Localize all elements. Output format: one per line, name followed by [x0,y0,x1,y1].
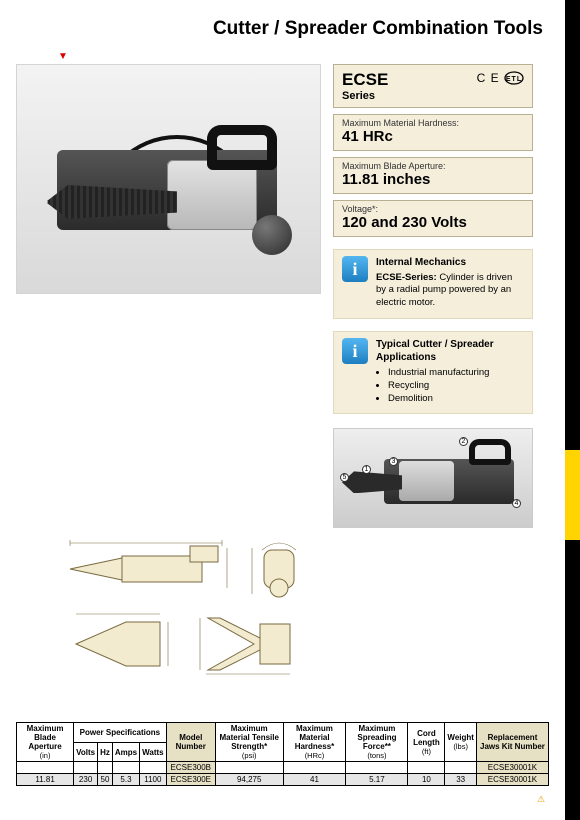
cell-repl: ECSE30001K [476,762,548,774]
spec-hardness: Maximum Material Hardness: 41 HRc [333,114,533,151]
mini-jaw [342,471,402,493]
cell: 1100 [140,774,166,786]
cell: 11.81 [17,774,74,786]
diagram-top-open [194,610,304,678]
side-tab [565,450,580,540]
cell: 5.17 [346,774,408,786]
cell [140,762,166,774]
info-title: Typical Cutter / Spreader Applications [376,338,524,365]
list-item: Industrial manufacturing [388,367,524,380]
spec-table-wrap: Maximum Blade Aperture(in) Power Specifi… [16,722,549,806]
upper-row: ECSE Series C E ETL Maximum Material Har… [16,64,549,528]
cell [346,762,408,774]
callout-photo: 2 3 5 1 4 [333,428,533,528]
spec-voltage: Voltage*: 120 and 230 Volts [333,200,533,237]
th-amps: Amps [112,742,139,762]
th-power: Power Specifications [74,723,166,743]
cell: 94,275 [215,774,283,786]
table-head: Maximum Blade Aperture(in) Power Specifi… [17,723,549,762]
spec-label: Voltage*: [342,204,524,214]
th-spread: Maximum Spreading Force**(tons) [346,723,408,762]
spec-label: Maximum Material Hardness: [342,118,524,128]
cell: 50 [98,774,113,786]
mini-handle [469,439,511,465]
info-body: Internal Mechanics ECSE-Series: Cylinder… [376,256,524,310]
info-title: Internal Mechanics [376,256,524,270]
red-marker-icon: ▼ [58,51,68,62]
diagram-top-closed [68,610,178,678]
callout-4: 4 [512,499,521,508]
cell: 33 [445,774,477,786]
info-body: Typical Cutter / Spreader Applications I… [376,338,524,405]
table-body: ECSE300B ECSE30001K 11.81 230 50 5.3 110… [17,762,549,786]
diagram-side [62,538,232,600]
spec-value: 11.81 inches [342,171,524,188]
spec-value: 41 HRc [342,128,524,145]
mini-mid [399,461,454,501]
callout-2: 2 [459,437,468,446]
spec-table: Maximum Blade Aperture(in) Power Specifi… [16,722,549,786]
info-list: Industrial manufacturing Recycling Demol… [376,367,524,405]
cell: 5.3 [112,774,139,786]
warning-icon: ⚠ [537,794,549,806]
cell-model: ECSE300E [166,774,215,786]
cell [445,762,477,774]
page-title: Cutter / Spreader Combination Tools [16,18,549,40]
tool-handle [207,125,277,170]
tool-knob [252,215,292,255]
th-weight: Weight(lbs) [445,723,477,762]
info-text: ECSE-Series: Cylinder is driven by a rad… [376,272,524,310]
cert-icons: C E ETL [477,71,524,85]
cell-repl: ECSE30001K [476,774,548,786]
spec-aperture: Maximum Blade Aperture: 11.81 inches [333,157,533,194]
cell [215,762,283,774]
list-item: Recycling [388,380,524,393]
etl-icon: ETL [504,71,524,85]
th-volts: Volts [74,742,98,762]
th-watts: Watts [140,742,166,762]
th-repl: Replacement Jaws Kit Number [476,723,548,762]
cell: 10 [408,774,445,786]
info-icon: i [342,338,368,364]
spec-value: 120 and 230 Volts [342,214,524,231]
tool-mid [167,160,257,230]
info-icon: i [342,256,368,282]
svg-text:ETL: ETL [506,76,522,83]
cell [112,762,139,774]
th-hz: Hz [98,742,113,762]
diagram-front [248,538,310,600]
th-model: Model Number [166,723,215,762]
ce-mark: C E [477,71,500,85]
cell-model: ECSE300B [166,762,215,774]
series-box: ECSE Series C E ETL [333,64,533,108]
th-aperture: Maximum Blade Aperture(in) [17,723,74,762]
cell: 41 [283,774,346,786]
list-item: Demolition [388,393,524,406]
right-column: ECSE Series C E ETL Maximum Material Har… [333,64,533,528]
spec-label: Maximum Blade Aperture: [342,161,524,171]
table-row: 11.81 230 50 5.3 1100 ECSE300E 94,275 41… [17,774,549,786]
diagrams [46,538,326,678]
cell: 230 [74,774,98,786]
th-cord: Cord Length(ft) [408,723,445,762]
page: Cutter / Spreader Combination Tools ▼ EC… [0,0,565,820]
table-row: ECSE300B ECSE30001K [17,762,549,774]
cell [283,762,346,774]
cell [74,762,98,774]
cell [408,762,445,774]
info-mechanics: i Internal Mechanics ECSE-Series: Cylind… [333,249,533,319]
th-tensile: Maximum Material Tensile Strength*(psi) [215,723,283,762]
cell [98,762,113,774]
info-applications: i Typical Cutter / Spreader Applications… [333,331,533,414]
product-photo [16,64,321,294]
series-sub: Series [342,90,524,102]
info-bold: ECSE-Series: [376,272,437,283]
th-hardness: Maximum Material Hardness*(HRc) [283,723,346,762]
cell [17,762,74,774]
